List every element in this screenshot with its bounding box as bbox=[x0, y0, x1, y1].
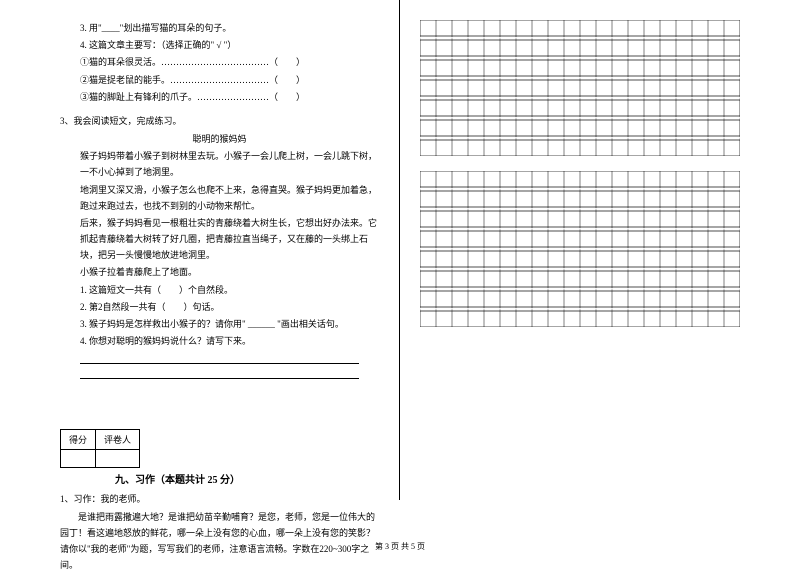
essay-intro: 1、习作：我的老师。 bbox=[60, 491, 379, 507]
paragraph-4: 小猴子拉着青藤爬上了地面。 bbox=[60, 264, 379, 280]
score-table: 得分 评卷人 bbox=[60, 429, 140, 468]
writing-grid-b bbox=[420, 171, 745, 327]
question-3: 3. 用"____"划出描写猫的耳朵的句子。 bbox=[60, 20, 379, 36]
paragraph-1: 猴子妈妈带着小猴子到树林里去玩。小猴子一会儿爬上树，一会儿跳下树，一不小心掉到了… bbox=[60, 148, 379, 180]
answer-line-2 bbox=[80, 367, 359, 379]
score-label: 得分 bbox=[61, 430, 96, 450]
passage-q4: 4. 你想对聪明的猴妈妈说什么？请写下来。 bbox=[60, 333, 379, 349]
question-4-option-c: ③猫的脚趾上有锋利的爪子。……………………（ ） bbox=[60, 89, 379, 105]
score-box: 得分 评卷人 九、习作（本题共计 25 分） bbox=[60, 429, 379, 486]
question-4-option-a: ①猫的耳朵很灵活。………………………………（ ） bbox=[60, 54, 379, 70]
passage-title: 聪明的猴妈妈 bbox=[60, 132, 379, 145]
grader-label: 评卷人 bbox=[96, 430, 140, 450]
section-9-title: 九、习作（本题共计 25 分） bbox=[60, 471, 379, 486]
passage-intro: 3、我会阅读短文，完成练习。 bbox=[60, 113, 379, 129]
writing-grid-a bbox=[420, 20, 745, 156]
passage-q3: 3. 猴子妈妈是怎样救出小猴子的？请你用" ______ "画出相关话句。 bbox=[60, 316, 379, 332]
right-column bbox=[400, 0, 800, 500]
question-4: 4. 这篇文章主要写：（选择正确的" √ "） bbox=[60, 37, 379, 53]
score-cell bbox=[61, 450, 96, 468]
question-4-option-b: ②猫是捉老鼠的能手。……………………………（ ） bbox=[60, 72, 379, 88]
paragraph-2: 地洞里又深又滑，小猴子怎么也爬不上来，急得直哭。猴子妈妈更加着急，跑过来跑过去，… bbox=[60, 182, 379, 214]
passage-q2: 2. 第2自然段一共有（ ）句话。 bbox=[60, 299, 379, 315]
passage-q1: 1. 这篇短文一共有（ ）个自然段。 bbox=[60, 282, 379, 298]
page-footer: 第 3 页 共 5 页 bbox=[0, 541, 800, 552]
paragraph-3: 后来，猴子妈妈看见一根粗壮实的青藤绕着大树生长，它想出好办法来。它抓起青藤绕着大… bbox=[60, 215, 379, 264]
grader-cell bbox=[96, 450, 140, 468]
left-column: 3. 用"____"划出描写猫的耳朵的句子。 4. 这篇文章主要写：（选择正确的… bbox=[0, 0, 400, 500]
answer-line-1 bbox=[80, 352, 359, 364]
